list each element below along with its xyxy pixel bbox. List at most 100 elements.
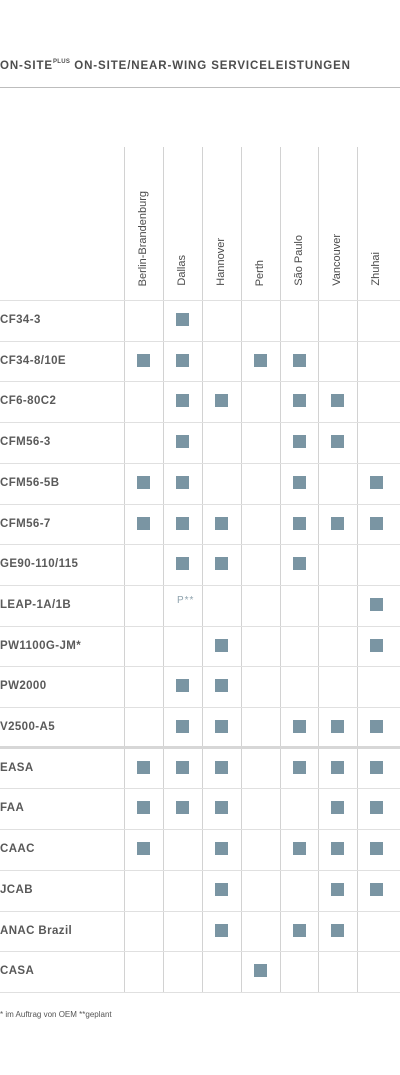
column-header-label: São Paulo	[293, 235, 305, 286]
service-mark	[370, 720, 383, 733]
service-mark	[215, 516, 228, 530]
service-mark	[176, 801, 189, 815]
service-mark	[370, 597, 383, 611]
row-divider	[0, 503, 400, 505]
service-mark	[331, 801, 344, 815]
column-header-6: Zhuhai	[357, 158, 395, 286]
service-mark	[293, 720, 306, 733]
column-header-1: Dallas	[163, 158, 201, 286]
row-divider	[0, 829, 400, 831]
service-mark	[293, 516, 306, 530]
row-divider	[0, 707, 400, 708]
service-mark	[176, 435, 189, 449]
service-mark	[331, 923, 344, 937]
column-header-0: Berlin-Brandenburg	[124, 158, 162, 286]
engine-label: V2500-A5	[0, 721, 55, 733]
service-mark	[215, 679, 228, 693]
row-divider	[0, 869, 400, 871]
column-divider	[163, 147, 164, 992]
service-mark	[137, 760, 150, 774]
service-mark	[370, 475, 383, 489]
column-header-label: Berlin-Brandenburg	[137, 190, 149, 286]
row-divider	[0, 666, 400, 668]
service-mark	[370, 801, 383, 815]
column-divider	[357, 147, 358, 992]
service-mark	[215, 801, 228, 815]
page-title: ON-SITEPLUS ON-SITE/NEAR-WING SERVICELEI…	[0, 59, 351, 72]
footnote: * im Auftrag von OEM **geplant	[0, 1010, 112, 1019]
column-divider	[202, 147, 203, 992]
service-mark	[176, 557, 189, 571]
engine-label: CFM56-5B	[0, 476, 60, 489]
service-mark	[293, 394, 306, 408]
engine-label: CFM56-3	[0, 436, 51, 449]
row-divider	[0, 381, 400, 383]
service-mark	[254, 964, 267, 978]
service-mark	[137, 475, 150, 489]
row-divider	[0, 462, 400, 464]
service-mark	[176, 720, 189, 733]
service-mark	[370, 882, 383, 896]
service-mark	[293, 475, 306, 489]
row-divider	[0, 625, 400, 627]
certification-label: CAAC	[0, 843, 35, 856]
service-mark	[331, 394, 344, 408]
service-mark	[137, 842, 150, 856]
row-divider	[0, 991, 400, 993]
service-mark	[215, 557, 228, 571]
service-mark	[137, 353, 150, 367]
engine-label: CF34-3	[0, 314, 41, 326]
service-mark	[176, 679, 189, 693]
service-mark	[331, 435, 344, 449]
column-divider	[241, 147, 242, 992]
service-mark	[176, 394, 189, 408]
column-header-label: Vancouver	[331, 234, 343, 286]
certification-label: ANAC Brazil	[0, 924, 73, 937]
service-mark	[370, 638, 383, 652]
service-mark	[331, 516, 344, 530]
service-mark	[331, 842, 344, 856]
service-mark	[215, 842, 228, 856]
service-mark	[370, 516, 383, 530]
engine-label: LEAP-1A/1B	[0, 598, 72, 611]
service-mark	[137, 801, 150, 815]
column-header-4: São Paulo	[280, 158, 318, 286]
service-mark	[215, 923, 228, 937]
engine-label: CF34-8/10E	[0, 354, 67, 367]
service-mark	[176, 760, 189, 774]
row-divider	[0, 745, 400, 749]
row-divider	[0, 584, 400, 586]
engine-label: PW2000	[0, 680, 47, 693]
column-header-label: Hannover	[215, 238, 227, 286]
service-mark	[293, 842, 306, 856]
column-header-5: Vancouver	[318, 158, 356, 286]
service-mark	[137, 516, 150, 530]
engine-label: CFM56-7	[0, 517, 51, 530]
service-mark	[176, 313, 189, 326]
service-mark	[293, 760, 306, 774]
service-mark	[215, 638, 228, 652]
column-header-label: Zhuhai	[370, 252, 382, 286]
engine-label: GE90-110/115	[0, 558, 79, 571]
service-mark	[254, 353, 267, 367]
service-mark	[293, 435, 306, 449]
service-mark	[176, 516, 189, 530]
service-mark	[331, 720, 344, 733]
engine-label: PW1100G-JM*	[0, 639, 82, 652]
engine-label: CF6-80C2	[0, 395, 57, 408]
row-divider	[0, 300, 400, 301]
service-mark	[331, 760, 344, 774]
column-header-label: Dallas	[176, 255, 188, 286]
column-header-label: Perth	[254, 259, 266, 286]
service-mark	[215, 760, 228, 774]
row-divider	[0, 340, 400, 342]
service-mark	[293, 923, 306, 937]
service-mark	[370, 842, 383, 856]
column-header-2: Hannover	[202, 158, 240, 286]
row-divider	[0, 544, 400, 546]
certification-label: EASA	[0, 761, 34, 774]
column-divider	[318, 147, 319, 992]
service-mark	[215, 720, 228, 733]
row-divider	[0, 788, 400, 790]
service-mark	[331, 882, 344, 896]
